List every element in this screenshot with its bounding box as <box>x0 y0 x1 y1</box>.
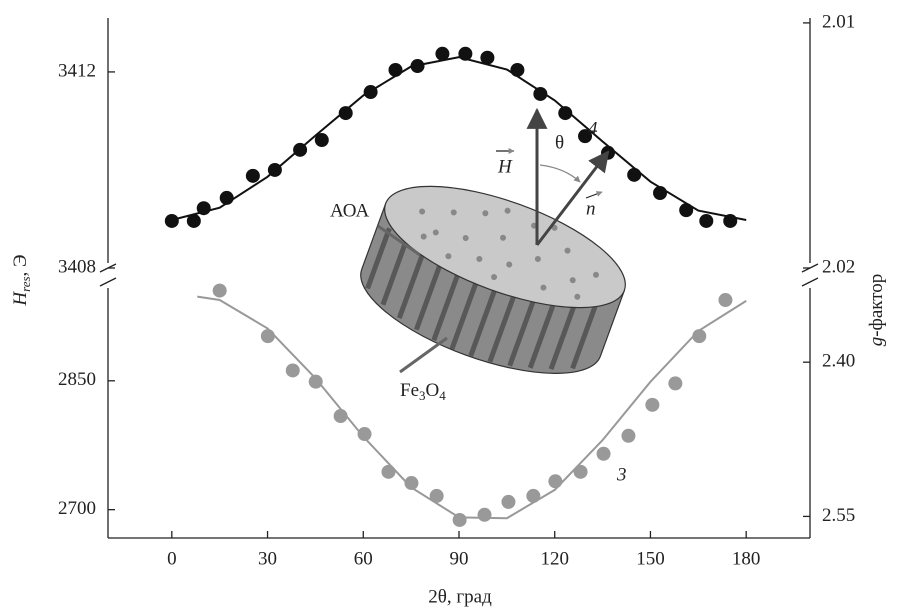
annotation-part: O <box>426 380 440 401</box>
data-point <box>285 363 300 378</box>
data-point <box>435 46 450 61</box>
y2-tick-label: 2.40 <box>822 351 855 372</box>
data-point <box>186 213 201 228</box>
data-point <box>668 376 683 391</box>
y2-tick-label: 2.02 <box>822 256 855 277</box>
cylinder <box>360 185 626 374</box>
y-tick-label: 2700 <box>58 498 96 519</box>
x-tick-label: 150 <box>636 548 665 569</box>
x-tick-label: 0 <box>167 548 177 569</box>
y2-tick-label: 2.55 <box>822 505 855 526</box>
data-point <box>645 397 660 412</box>
data-point <box>578 129 593 144</box>
fit-line <box>171 56 747 221</box>
data-point <box>357 427 372 442</box>
pointer <box>399 336 448 374</box>
data-point <box>314 133 329 148</box>
annotation: 4 <box>588 118 598 139</box>
data-point <box>404 476 419 491</box>
data-point <box>429 488 444 503</box>
annotation: Fe3O4 <box>400 380 446 403</box>
y2-title-part: -фактор <box>866 274 887 337</box>
data-point <box>260 329 275 344</box>
sample-illustration: АОА Fe3O4 H n θ 4 3 <box>330 107 627 485</box>
x-tick-label: 120 <box>540 548 569 569</box>
y2-tick-label: 2.01 <box>822 11 855 32</box>
data-point <box>501 494 516 509</box>
y2-title-part: g <box>866 337 887 347</box>
plot: 3408 3412 2.01 2.02 2700 2850 2.40 2.55 0 30 60 90 1… <box>58 11 855 569</box>
y-tick-label: 3408 <box>58 256 96 277</box>
data-point <box>212 283 227 298</box>
data-point <box>621 428 636 443</box>
annotation: АОА <box>330 200 370 221</box>
y2-axis-title: g-фактор <box>866 274 887 347</box>
data-point <box>533 86 548 101</box>
data-point <box>338 106 353 121</box>
annotation-part: 3 <box>419 388 426 403</box>
x-tick-label: 180 <box>732 548 761 569</box>
y-tick-label: 3412 <box>58 60 96 81</box>
data-point <box>164 213 179 228</box>
y-tick-label: 2850 <box>58 369 96 390</box>
annotation: θ <box>555 132 564 153</box>
data-point <box>558 106 573 121</box>
data-point <box>308 374 323 389</box>
angle-arc <box>539 164 581 183</box>
axis-break <box>99 263 117 287</box>
x-tick-label: 60 <box>354 548 373 569</box>
data-point <box>627 167 642 182</box>
data-point <box>480 50 495 65</box>
data-point <box>526 488 541 503</box>
data-point <box>510 62 525 77</box>
y-title-part: , Э <box>10 254 31 276</box>
y-title-sub: res <box>18 276 33 291</box>
vector-sign <box>585 191 603 199</box>
annotation: 3 <box>616 464 627 485</box>
x-axis-title: 2θ, град <box>428 586 492 607</box>
data-point <box>548 474 563 489</box>
pointer <box>377 224 421 257</box>
x-tick-label: 30 <box>258 548 277 569</box>
data-point <box>477 507 492 522</box>
data-point <box>596 446 611 461</box>
y-title-part: H <box>10 291 31 307</box>
annotation-part: 4 <box>439 388 446 403</box>
annotation: n <box>586 198 596 219</box>
y-axis-title: Hres, Э <box>10 254 33 306</box>
annotation-part: Fe <box>400 380 419 401</box>
data-point <box>573 464 588 479</box>
data-point <box>699 213 714 228</box>
data-point <box>718 293 733 308</box>
annotation: H <box>497 156 513 177</box>
x-tick-label: 90 <box>450 548 469 569</box>
fit-line <box>197 295 747 520</box>
data-point <box>381 464 396 479</box>
data-point <box>679 203 694 218</box>
axis-break <box>801 263 819 287</box>
data-point <box>245 168 260 183</box>
normal-arrow <box>535 150 610 246</box>
